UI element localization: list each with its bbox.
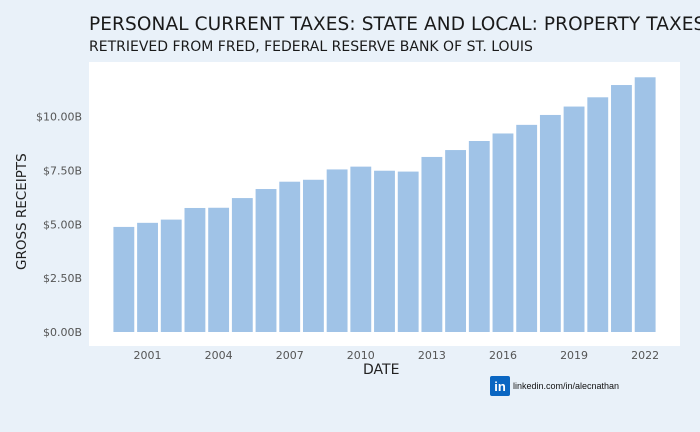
bar-2013 (421, 156, 443, 332)
bar-2003 (184, 207, 206, 332)
bar-2022 (634, 77, 656, 333)
bar-2015 (468, 141, 490, 332)
bar-2019 (563, 106, 585, 333)
bar-2004 (208, 207, 230, 332)
x-tick-label: 2004 (205, 349, 233, 362)
x-tick-label: 2007 (276, 349, 304, 362)
chart-title: PERSONAL CURRENT TAXES: STATE AND LOCAL:… (89, 14, 700, 35)
bar-2005 (231, 198, 253, 332)
bar-2002 (160, 219, 182, 332)
y-tick-label: $2.50B (43, 272, 82, 285)
bar-2000 (113, 226, 135, 332)
credit-text: linkedin.com/in/alecnathan (513, 381, 620, 391)
bar-2018 (539, 114, 561, 333)
linkedin-icon: in (490, 376, 510, 396)
bar-2021 (611, 85, 632, 333)
x-tick-label: 2016 (489, 349, 517, 362)
bar-2010 (350, 166, 372, 332)
bar-2020 (587, 97, 609, 332)
x-tick-label: 2010 (347, 349, 375, 362)
y-axis-label: GROSS RECEIPTS (14, 153, 30, 270)
bar-2006 (255, 189, 277, 332)
x-tick-label: 2001 (134, 349, 162, 362)
bar-2011 (374, 170, 395, 332)
bar-2008 (302, 179, 324, 332)
bar-2009 (326, 169, 348, 332)
bar-2012 (397, 171, 419, 332)
x-tick-label: 2022 (631, 349, 659, 362)
x-tick-label: 2013 (418, 349, 446, 362)
y-tick-label: $10.00B (36, 111, 82, 124)
y-tick-label: $5.00B (43, 218, 82, 231)
bar-2001 (137, 222, 158, 332)
linkedin-credit[interactable]: in linkedin.com/in/alecnathan (490, 376, 619, 396)
bar-2014 (445, 150, 467, 332)
bar-2007 (279, 181, 301, 332)
bar-2016 (492, 133, 514, 332)
chart-subtitle: RETRIEVED FROM FRED, FEDERAL RESERVE BAN… (89, 39, 533, 55)
bar-2017 (516, 124, 538, 332)
y-tick-label: $0.00B (43, 326, 82, 339)
x-axis-label: DATE (363, 362, 400, 378)
x-tick-label: 2019 (560, 349, 588, 362)
y-tick-label: $7.50B (43, 165, 82, 178)
